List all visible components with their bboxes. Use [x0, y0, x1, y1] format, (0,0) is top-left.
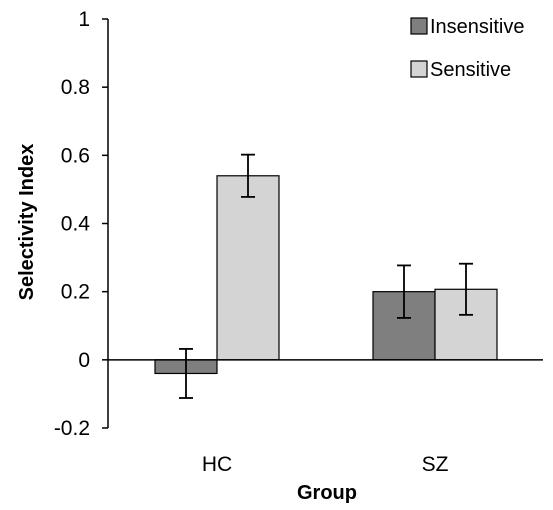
x-axis-title: Group — [297, 482, 357, 504]
bar-sensitive-hc — [216, 175, 280, 361]
legend-swatch — [410, 60, 428, 78]
y-tick-label: 0.2 — [61, 281, 90, 304]
bars — [154, 175, 498, 375]
y-axis-title: Selectivity Index — [16, 144, 38, 301]
legend-swatch — [410, 17, 428, 35]
x-tick-label: HC — [202, 453, 232, 476]
y-axis: -0.2 0 0.2 0.4 0.6 0.8 1 — [54, 8, 109, 440]
y-tick-label: 1 — [78, 8, 90, 31]
legend-item-insensitive: Insensitive — [410, 16, 525, 38]
error-bar-sensitive-hc — [241, 153, 255, 198]
y-tick-label: 0.4 — [61, 213, 91, 236]
error-bar-insensitive-sz — [397, 264, 411, 319]
y-tick-label: 0 — [78, 349, 90, 372]
legend-label: Insensitive — [430, 16, 525, 38]
error-bars — [179, 153, 473, 399]
error-bar-insensitive-hc — [179, 348, 193, 399]
y-tick-label: 0.6 — [61, 144, 90, 167]
x-axis: HC SZ — [202, 453, 449, 476]
error-bar-sensitive-sz — [459, 262, 473, 316]
y-tick-label: 0.8 — [61, 76, 90, 99]
y-tick-label: -0.2 — [54, 417, 90, 440]
legend: Insensitive Sensitive — [410, 16, 525, 81]
x-tick-label: SZ — [422, 453, 449, 476]
legend-item-sensitive: Sensitive — [410, 59, 511, 81]
legend-label: Sensitive — [430, 59, 511, 81]
